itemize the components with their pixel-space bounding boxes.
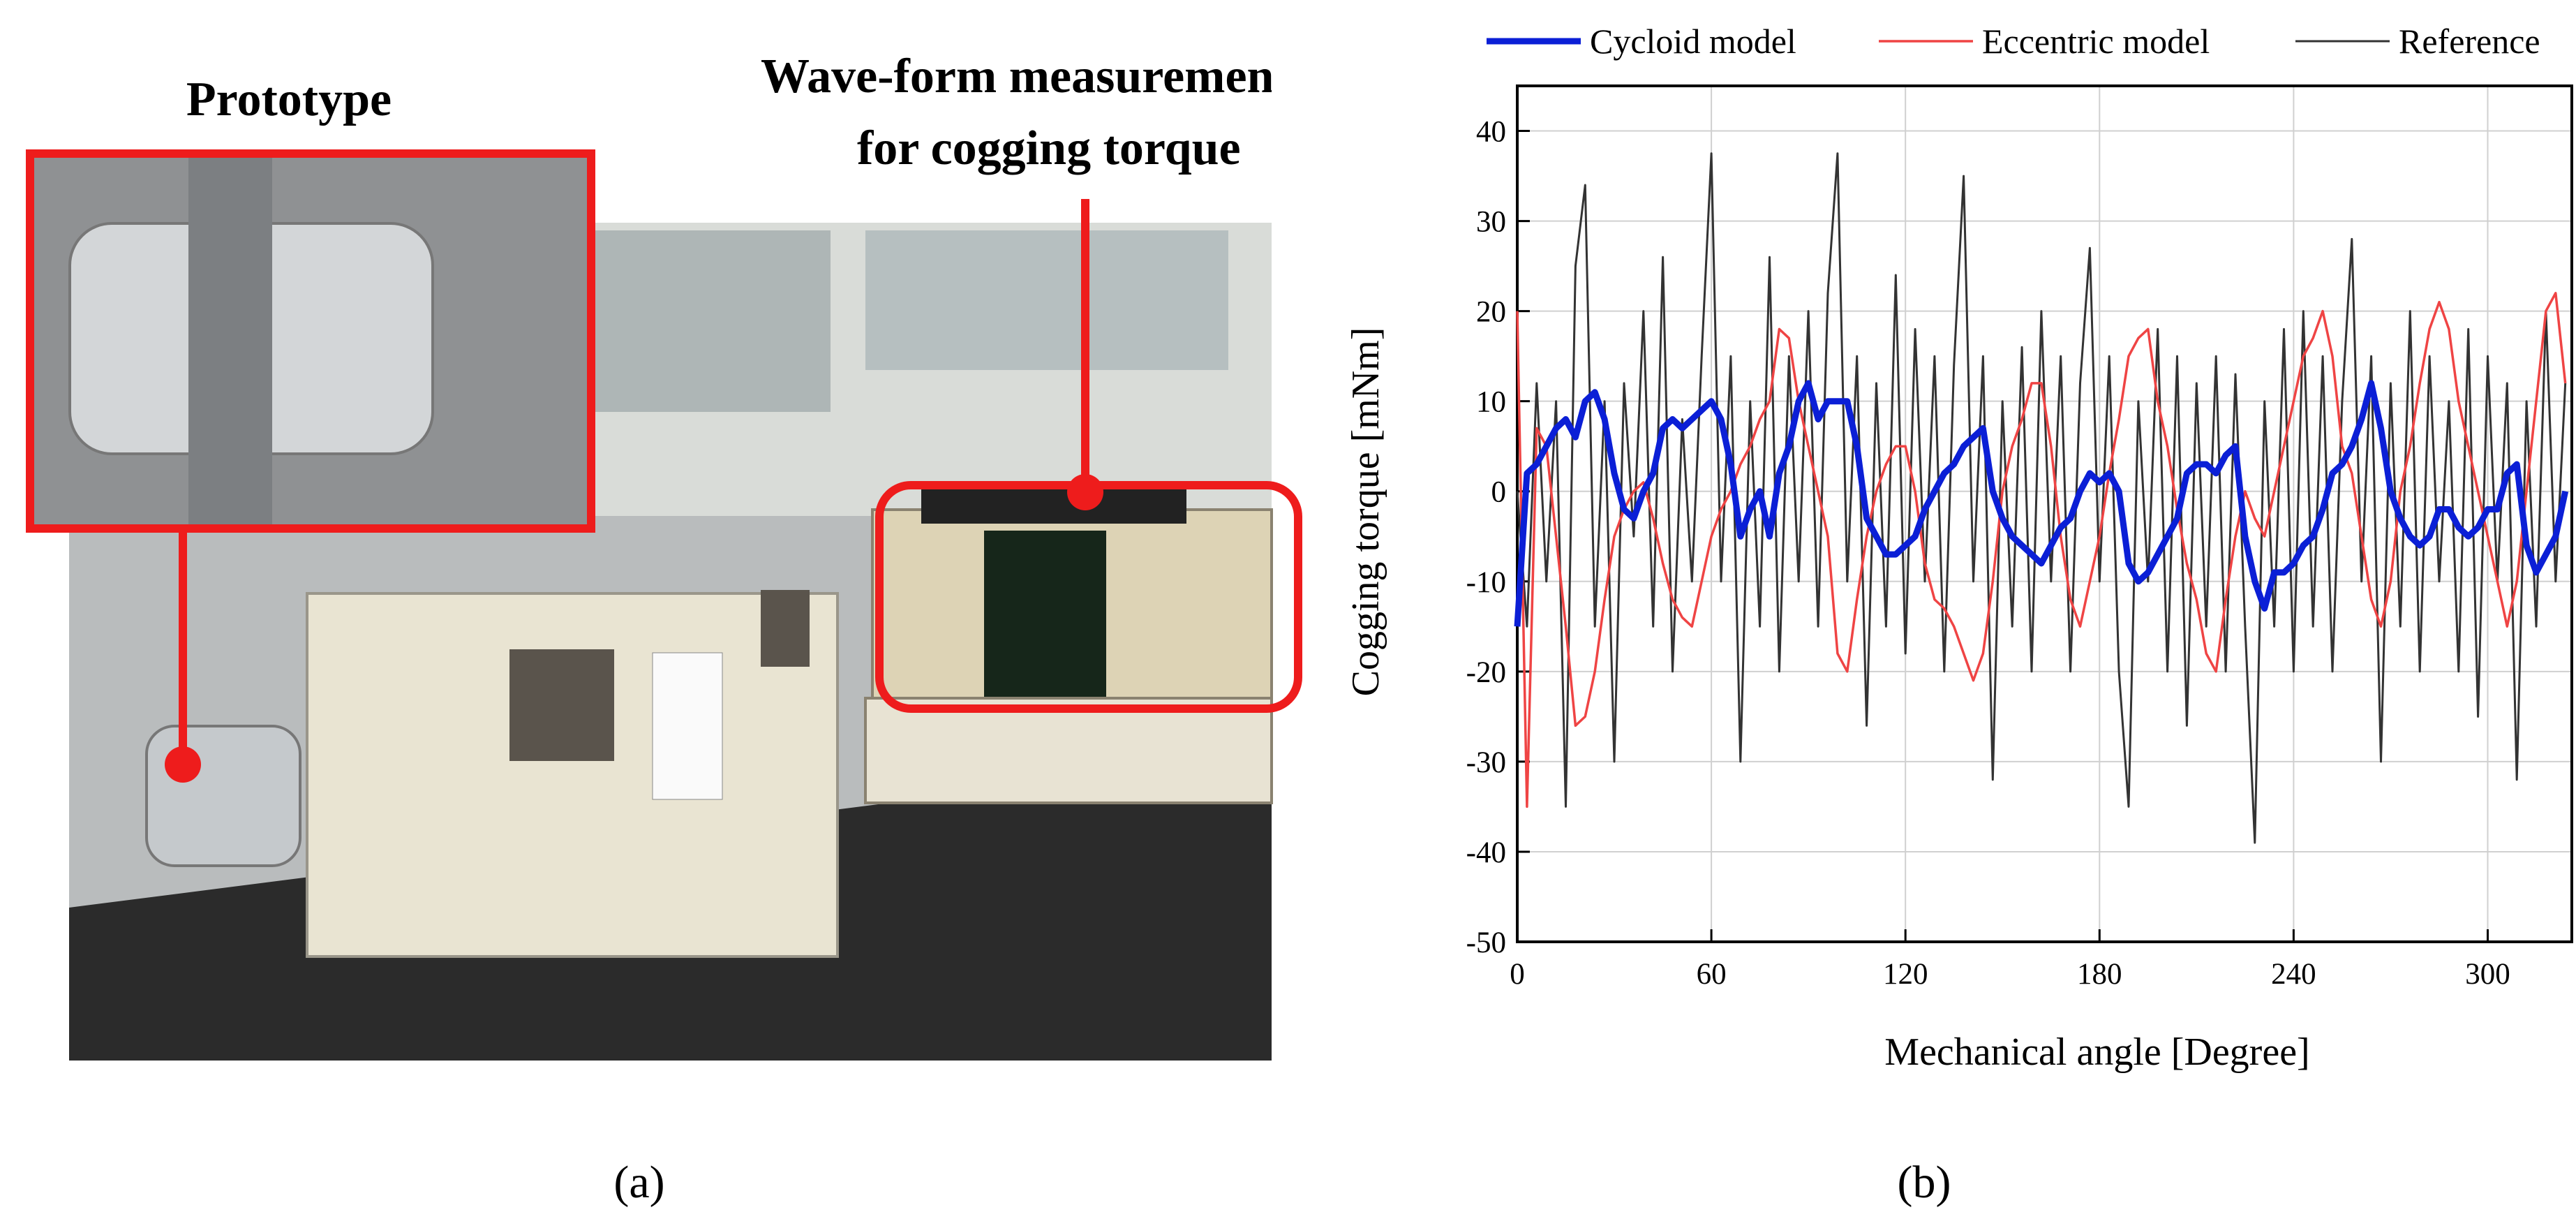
y-axis-label: Cogging torque [mNm]: [1344, 327, 1387, 697]
legend-label: Eccentric model: [1982, 22, 2210, 61]
data-line: [1514, 380, 2569, 627]
y-tick-label: -40: [1466, 836, 1506, 869]
photo-label: Wave-form measurement: [761, 50, 1290, 103]
y-tick-label: -30: [1466, 746, 1506, 779]
x-tick-label: 120: [1883, 958, 1928, 991]
legend-label: Reference: [2399, 22, 2540, 61]
y-tick-label: 30: [1476, 206, 1506, 239]
chart: Mechanical angle [Degree] Cogging torque…: [1344, 22, 2573, 1074]
inset-frame: [26, 149, 595, 533]
screen: [984, 531, 1106, 712]
x-axis-label: Mechanical angle [Degree]: [1884, 1030, 2309, 1074]
y-tick-label: -20: [1466, 656, 1506, 689]
prototype-motor: [145, 725, 301, 867]
laptop: [921, 489, 1186, 524]
window: [593, 230, 831, 412]
inset-shaft: [188, 154, 272, 529]
data-line: [1516, 292, 2567, 808]
x-tick-label: 240: [2271, 958, 2316, 991]
photo-label: Prototype: [186, 73, 392, 126]
callout-dot: [1067, 474, 1103, 510]
callout-dot: [165, 746, 201, 783]
data-line: [1516, 152, 2567, 844]
power-unit: [864, 697, 1273, 804]
x-tick-label: 180: [2077, 958, 2122, 991]
plot-frame: [1516, 84, 2573, 943]
x-tick-label: 300: [2465, 958, 2510, 991]
legend-label: Cycloid model: [1590, 22, 1796, 61]
y-tick-label: 40: [1476, 116, 1506, 149]
vent: [761, 590, 810, 667]
y-tick-label: 20: [1476, 296, 1506, 329]
y-tick-label: 10: [1476, 386, 1506, 419]
photo-panel: Prototype Wave-form measurement for cogg…: [26, 50, 1302, 1061]
photo-label: for cogging torque: [857, 121, 1241, 175]
y-tick-label: 0: [1491, 476, 1507, 509]
controller-box: [306, 592, 839, 958]
x-tick-label: 0: [1510, 958, 1525, 991]
window: [865, 230, 1228, 370]
caption: (a): [613, 1157, 664, 1208]
vent: [509, 649, 614, 761]
y-tick-label: -50: [1466, 926, 1506, 959]
y-tick-label: -10: [1466, 566, 1506, 599]
label-sticker: [652, 652, 723, 800]
x-tick-label: 60: [1697, 958, 1727, 991]
caption: (b): [1898, 1157, 1951, 1208]
